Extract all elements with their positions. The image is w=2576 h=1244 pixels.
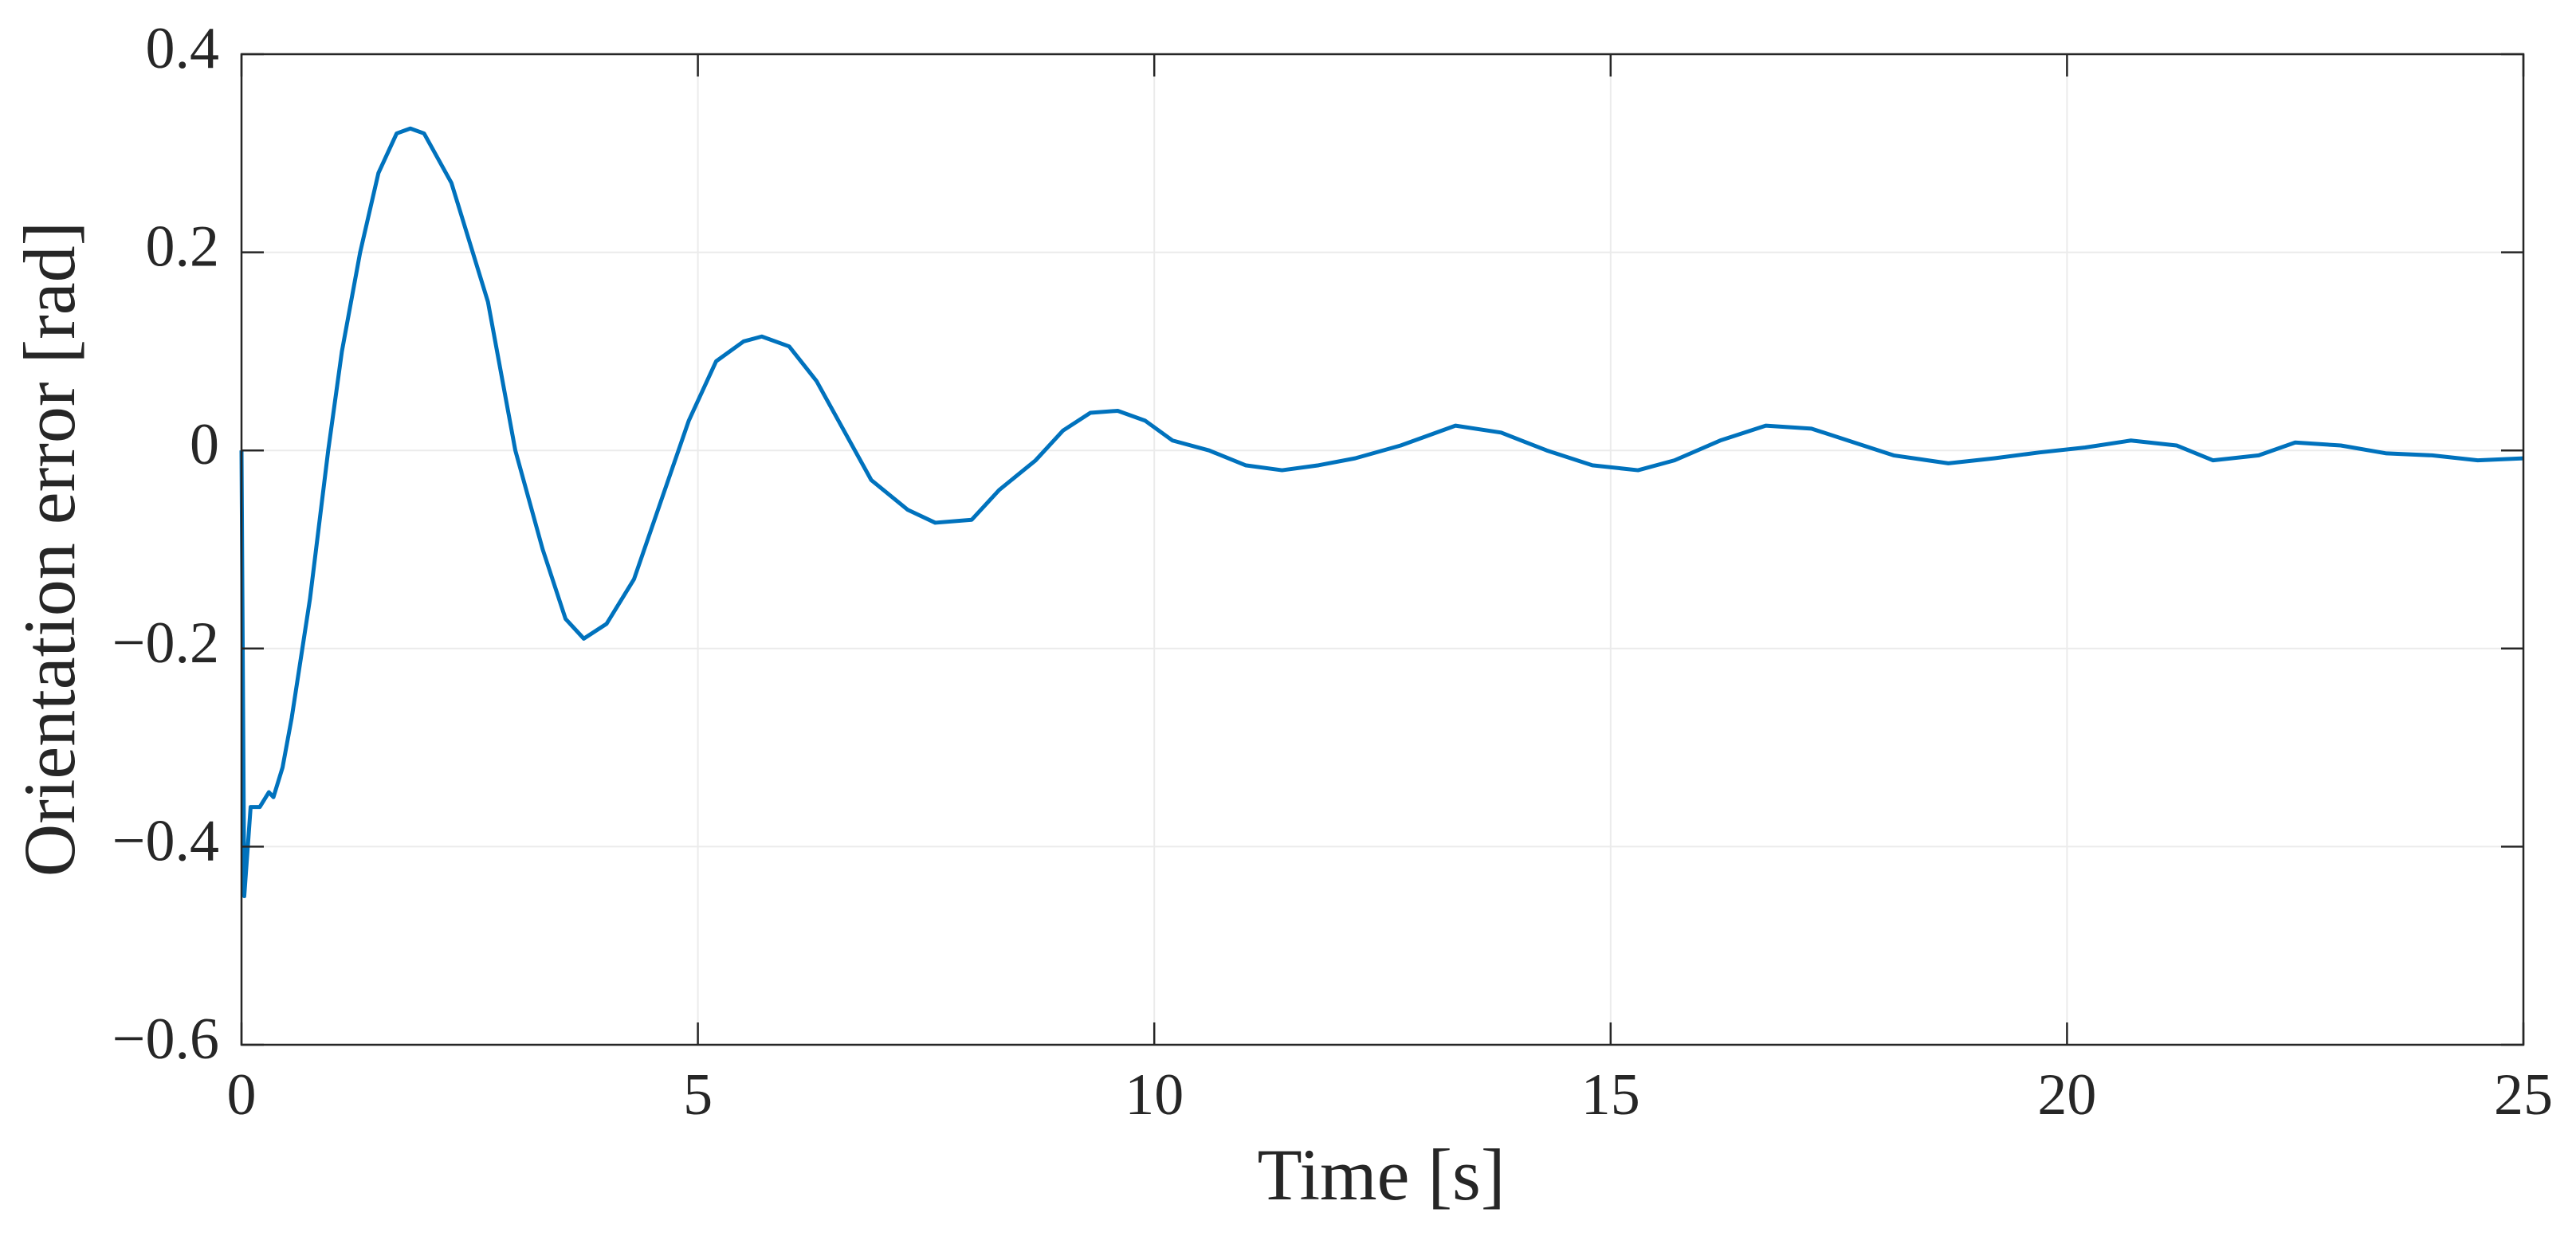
x-tick-label: 25 [2494, 1062, 2553, 1128]
y-tick-label: −0.4 [112, 808, 219, 873]
x-tick-label: 5 [683, 1062, 713, 1128]
x-tick-label: 0 [227, 1062, 257, 1128]
x-tick-label: 15 [1581, 1062, 1640, 1128]
y-tick-label: 0 [190, 412, 219, 477]
x-tick-label: 10 [1125, 1062, 1184, 1128]
y-tick-label: −0.2 [112, 610, 219, 676]
plot-frame [240, 53, 2525, 1046]
y-axis-label: Orientation error [rad] [9, 222, 90, 877]
data-line [239, 126, 2524, 899]
x-axis-label: Time [s] [1258, 1134, 1506, 1215]
y-tick-label: 0.4 [146, 16, 220, 81]
y-tick-label: −0.6 [112, 1007, 219, 1072]
x-tick-label: 20 [2037, 1062, 2096, 1128]
y-tick-label: 0.2 [146, 214, 220, 280]
